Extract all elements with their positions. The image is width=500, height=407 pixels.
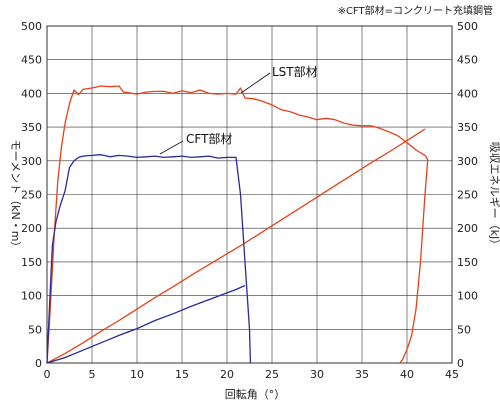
x-tick-label: 10 [130, 368, 144, 381]
x-axis-title: 回転角（°） [225, 388, 286, 401]
x-tick-label: 30 [310, 368, 324, 381]
y-tick-label-right: 50 [457, 323, 471, 336]
cft-series-label: CFT部材 [186, 131, 232, 146]
gridlines [47, 26, 452, 363]
x-tick-label: 0 [44, 368, 51, 381]
y-tick-label-right: 450 [457, 54, 478, 67]
y-tick-label-right: 350 [457, 121, 478, 134]
x-tick-label: 40 [400, 368, 414, 381]
x-tick-label: 5 [89, 368, 96, 381]
y-tick-labels-left: 0 50 100 150 200 250 300 350 400 450 500 [21, 20, 42, 370]
y-tick-label-right: 500 [457, 20, 478, 33]
x-tick-label: 35 [355, 368, 369, 381]
y-tick-label-left: 250 [21, 189, 42, 202]
y-tick-label-left: 50 [28, 323, 42, 336]
y-tick-label-left: 150 [21, 256, 42, 269]
lst-series-label: LST部材 [272, 64, 318, 79]
y-tick-label-right: 400 [457, 87, 478, 100]
y-tick-label-left: 300 [21, 155, 42, 168]
lst-moment-line [46, 85, 429, 364]
y-tick-label-left: 200 [21, 222, 42, 235]
y-tick-label-right: 0 [457, 357, 464, 370]
y-tick-label-left: 0 [35, 357, 42, 370]
y-tick-label-right: 200 [457, 222, 478, 235]
x-tick-label: 45 [445, 368, 459, 381]
cft-energy-line [46, 284, 246, 364]
y-tick-label-right: 150 [457, 256, 478, 269]
cft-moment-line [46, 154, 252, 364]
y-tick-label-left: 500 [21, 20, 42, 33]
x-tick-label: 20 [220, 368, 234, 381]
x-tick-labels: 0 5 10 15 20 25 30 35 40 45 [44, 368, 460, 381]
y-tick-label-right: 250 [457, 189, 478, 202]
lst-label-leader [240, 72, 271, 94]
data-series [46, 85, 429, 364]
y-axis-title-right: 吸収エネルギー（kJ） [488, 142, 500, 251]
y-tick-label-right: 300 [457, 155, 478, 168]
y-axis-title-left: モーメント（kN・m） [9, 140, 22, 253]
y-tick-label-left: 100 [21, 290, 42, 303]
lst-energy-line [46, 128, 426, 364]
x-tick-label: 15 [175, 368, 189, 381]
cft-label-leader [159, 140, 184, 155]
y-tick-label-left: 450 [21, 54, 42, 67]
y-tick-labels-right: 0 50 100 150 200 250 300 350 400 450 500 [457, 20, 478, 370]
y-tick-label-left: 350 [21, 121, 42, 134]
y-tick-label-right: 100 [457, 290, 478, 303]
y-tick-label-left: 400 [21, 87, 42, 100]
chart-note: ※CFT部材=コンクリート充填鋼管 [338, 4, 493, 17]
x-tick-label: 25 [265, 368, 279, 381]
